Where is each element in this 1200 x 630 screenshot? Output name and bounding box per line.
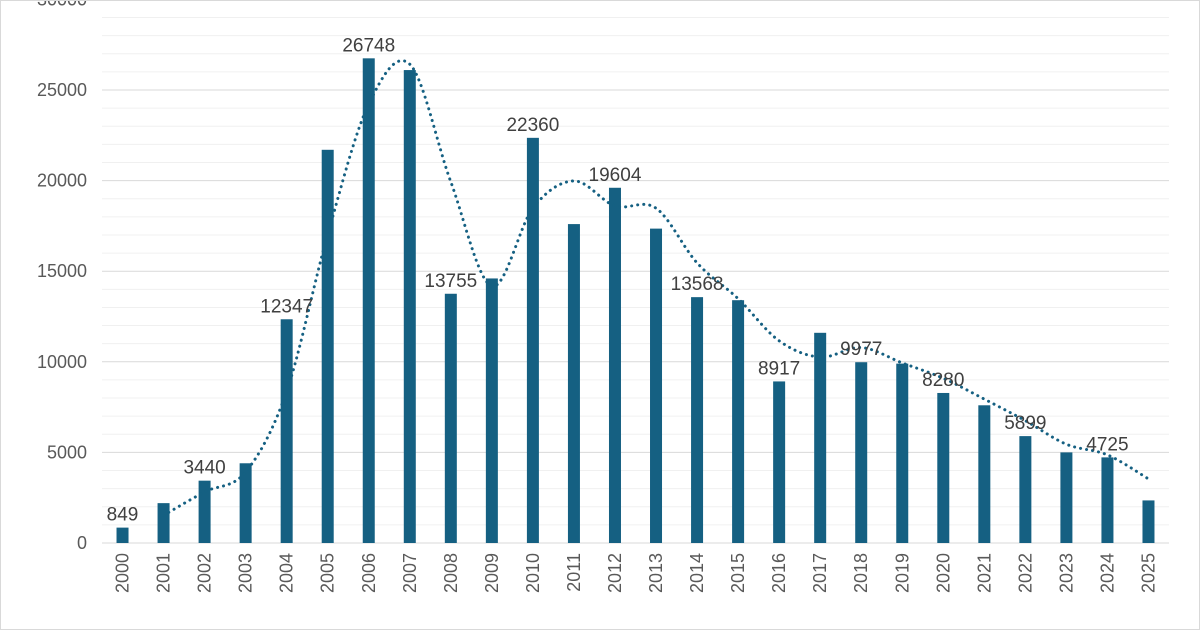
x-tick-label: 2003 (236, 553, 256, 593)
bar-2014 (691, 297, 704, 543)
x-tick-label: 2014 (687, 553, 707, 593)
bar-2001 (157, 503, 170, 543)
y-tick-label: 25000 (37, 80, 87, 100)
y-tick-label: 20000 (37, 171, 87, 191)
x-tick-label: 2004 (277, 553, 297, 593)
data-label-2018: 9977 (840, 339, 882, 360)
x-tick-label: 2020 (933, 553, 953, 593)
bar-2016 (773, 381, 786, 543)
bar-2020 (937, 392, 950, 543)
x-tick-label: 2017 (810, 553, 830, 593)
bar-2008 (444, 293, 457, 543)
y-tick-label: 30000 (37, 1, 87, 9)
x-tick-label: 2008 (441, 553, 461, 593)
x-tick-label: 2022 (1015, 553, 1035, 593)
x-tick-label: 2013 (646, 553, 666, 593)
bar-2003 (239, 463, 252, 543)
x-tick-label: 2016 (769, 553, 789, 593)
data-label-2012: 19604 (589, 165, 642, 186)
data-label-2006: 26748 (342, 35, 395, 56)
data-label-2016: 8917 (758, 358, 800, 379)
bar-2009 (485, 278, 498, 543)
x-tick-label: 2010 (523, 553, 543, 593)
x-tick-label: 2019 (892, 553, 912, 593)
x-tick-label: 2007 (400, 553, 420, 593)
bar-2018 (855, 362, 868, 543)
y-tick-label: 10000 (37, 352, 87, 372)
x-tick-label: 2009 (482, 553, 502, 593)
x-tick-label: 2001 (154, 553, 174, 593)
bar-2022 (1019, 436, 1032, 543)
bar-2024 (1101, 457, 1114, 543)
bar-2002 (198, 480, 211, 543)
bar-2017 (814, 332, 827, 543)
moving-average-trendline (162, 59, 1150, 517)
x-tick-label: 2000 (113, 553, 133, 593)
data-label-2010: 22360 (506, 115, 559, 136)
x-tick-label: 2021 (974, 553, 994, 593)
bar-2006 (362, 58, 375, 544)
bar-2019 (896, 363, 909, 543)
data-label-2014: 13568 (671, 274, 724, 295)
data-label-2004: 12347 (260, 296, 313, 317)
data-label-2000: 849 (107, 505, 139, 526)
data-label-2002: 3440 (183, 458, 225, 479)
bar-2005 (321, 149, 334, 543)
x-tick-label: 2005 (318, 553, 338, 593)
y-tick-label: 15000 (37, 261, 87, 281)
data-label-2008: 13755 (424, 271, 477, 292)
x-tick-label: 2024 (1097, 553, 1117, 593)
x-tick-label: 2011 (564, 553, 584, 592)
x-tick-label: 2023 (1056, 553, 1076, 593)
y-tick-label: 0 (77, 533, 87, 553)
x-tick-label: 2006 (359, 553, 379, 593)
bar-2023 (1060, 452, 1073, 543)
data-label-2022: 5899 (1004, 413, 1046, 434)
bar-2025 (1142, 500, 1155, 543)
bar-2011 (567, 224, 580, 543)
bar-2012 (608, 187, 621, 543)
x-tick-label: 2025 (1138, 553, 1158, 593)
x-tick-label: 2018 (851, 553, 871, 593)
data-label-2024: 4725 (1086, 434, 1128, 455)
bar-2000 (116, 527, 129, 543)
bar-2015 (732, 300, 745, 543)
bar-2004 (280, 319, 293, 543)
x-tick-label: 2012 (605, 553, 625, 593)
y-tick-label: 5000 (47, 442, 87, 462)
bar-2021 (978, 405, 991, 543)
x-tick-label: 2015 (728, 553, 748, 593)
bar-2013 (650, 228, 663, 544)
bar-2007 (403, 70, 416, 544)
x-tick-label: 2002 (195, 553, 215, 593)
data-label-2020: 8280 (922, 370, 964, 391)
bar-2010 (526, 137, 539, 544)
